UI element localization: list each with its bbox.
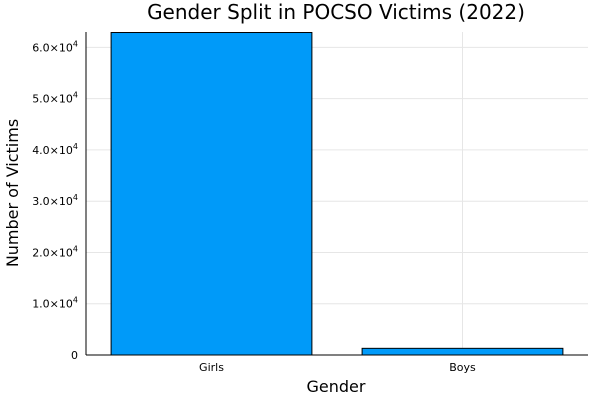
y-tick-label: 6.0×104 (32, 39, 78, 54)
chart-title: Gender Split in POCSO Victims (2022) (147, 0, 525, 24)
y-axis-label: Number of Victims (3, 119, 22, 267)
y-tick-label: 5.0×104 (32, 91, 78, 106)
y-tick-label: 2.0×104 (32, 244, 78, 259)
y-tick-label: 3.0×104 (32, 193, 78, 208)
x-tick-label: Girls (199, 361, 224, 374)
bar-girls (110, 32, 313, 356)
y-tick-label: 4.0×104 (32, 142, 78, 157)
x-axis-label: Gender (307, 377, 366, 396)
y-tick-label: 0 (71, 349, 78, 362)
y-tick-labels: 0 1.0×104 2.0×104 3.0×104 4.0×104 5.0×104 6.0×… (32, 39, 78, 362)
x-tick-label: Boys (449, 361, 476, 374)
bars (110, 32, 564, 356)
y-tick-label: 1.0×104 (32, 296, 78, 311)
bar-boys (361, 347, 564, 356)
x-tick-labels: Girls Boys (199, 361, 476, 374)
